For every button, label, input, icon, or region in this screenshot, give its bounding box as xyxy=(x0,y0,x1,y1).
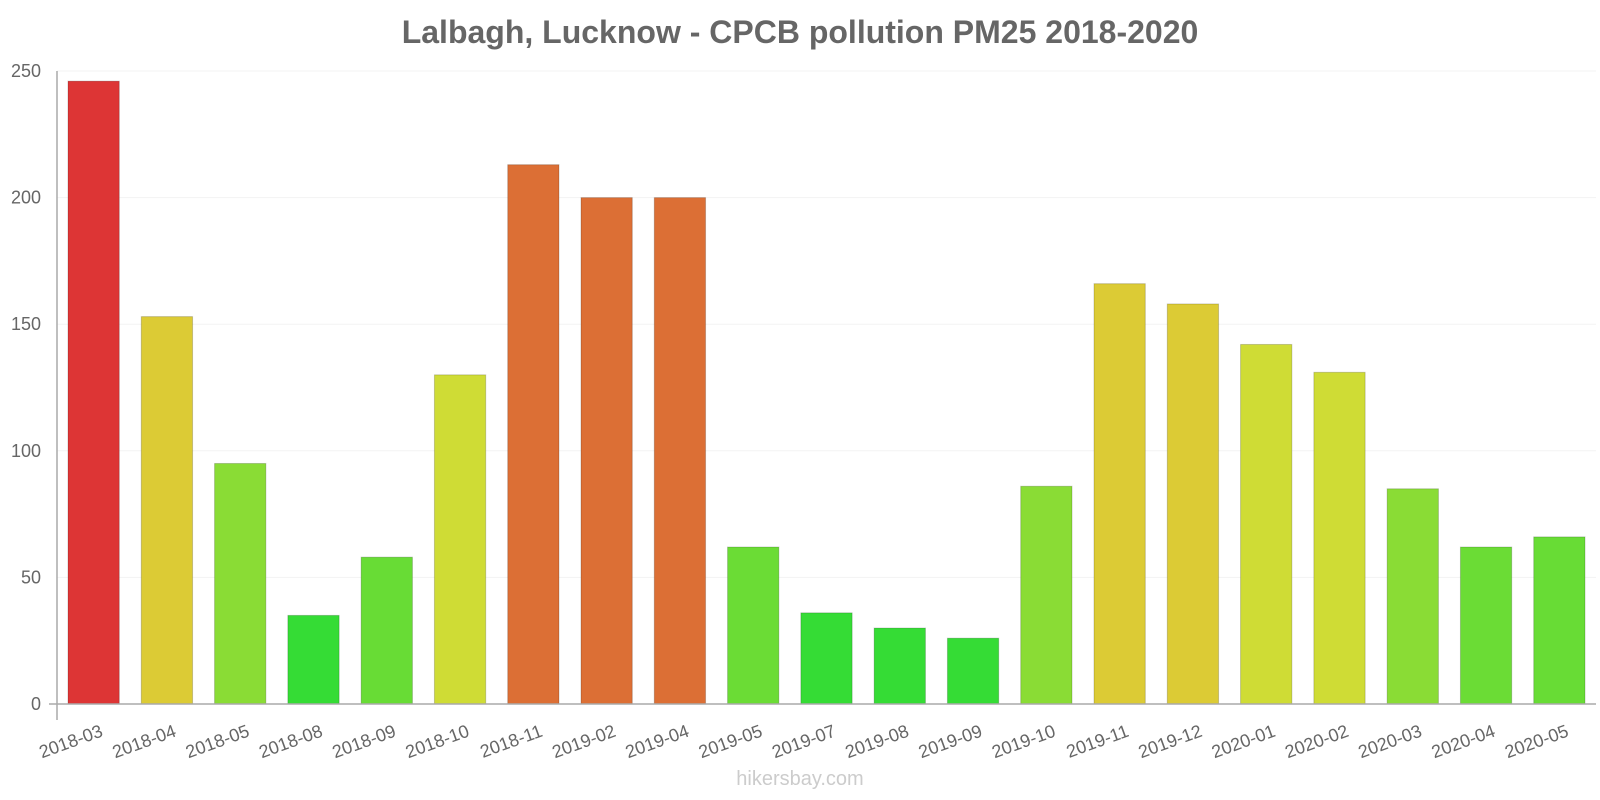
x-tick-label: 2018-11 xyxy=(477,721,545,762)
bar-2018-03[interactable] xyxy=(67,80,120,705)
x-tick-label: 2019-02 xyxy=(549,721,618,762)
bar-2018-08[interactable] xyxy=(287,614,340,705)
x-tick-label: 2019-05 xyxy=(696,721,765,762)
watermark: hikersbay.com xyxy=(736,768,864,790)
x-tick-label: 2018-10 xyxy=(403,721,472,762)
x-tick-label: 2020-04 xyxy=(1429,721,1498,762)
x-tick-label: 2019-08 xyxy=(843,721,912,762)
x-tick-label: 2018-03 xyxy=(36,721,105,762)
bar-2020-01[interactable] xyxy=(1240,343,1293,705)
bar-2019-05[interactable] xyxy=(727,546,780,705)
bar-2020-02[interactable] xyxy=(1313,371,1366,705)
bar-2019-08[interactable] xyxy=(873,627,926,705)
bar-2018-09[interactable] xyxy=(360,556,413,705)
bar-2019-02[interactable] xyxy=(580,197,633,705)
x-tick-label: 2020-01 xyxy=(1209,721,1278,762)
x-tick-label: 2020-02 xyxy=(1282,721,1351,762)
y-tick-label: 100 xyxy=(11,441,41,461)
x-tick-label: 2019-07 xyxy=(769,721,838,762)
bar-2019-07[interactable] xyxy=(800,612,853,705)
x-tick-label: 2020-03 xyxy=(1356,721,1425,762)
y-axis-ticks: 0 50 100 150 200 250 xyxy=(11,61,41,714)
y-tick-label: 50 xyxy=(21,567,41,587)
x-tick-label: 2019-12 xyxy=(1136,721,1205,762)
bar-2019-04[interactable] xyxy=(653,197,707,705)
x-tick-label: 2018-09 xyxy=(330,721,399,762)
axes xyxy=(49,71,1596,720)
bar-2020-04[interactable] xyxy=(1459,546,1513,705)
y-tick-label: 150 xyxy=(11,314,41,334)
x-tick-label: 2019-10 xyxy=(989,721,1058,762)
bar-2019-11[interactable] xyxy=(1093,283,1146,705)
chart-title: Lalbagh, Lucknow - CPCB pollution PM25 2… xyxy=(401,14,1199,50)
y-tick-label: 200 xyxy=(11,188,41,208)
x-tick-label: 2019-11 xyxy=(1064,721,1132,762)
bar-2020-05[interactable] xyxy=(1533,536,1586,705)
bar-2019-12[interactable] xyxy=(1166,303,1220,705)
bar-2018-11[interactable] xyxy=(507,164,560,705)
y-tick-label: 0 xyxy=(31,694,41,714)
bar-2018-05[interactable] xyxy=(214,462,267,705)
x-axis-ticks: 2018-03 2018-04 2018-05 2018-08 2018-09 2018-… xyxy=(36,721,1571,762)
x-tick-label: 2018-08 xyxy=(256,721,325,762)
x-tick-label: 2019-09 xyxy=(916,721,985,762)
x-tick-label: 2018-05 xyxy=(183,721,252,762)
bar-2018-04[interactable] xyxy=(140,316,194,705)
x-tick-label: 2019-04 xyxy=(623,721,692,762)
bars xyxy=(67,80,1586,705)
bar-2019-09[interactable] xyxy=(946,637,1000,705)
bar-2019-10[interactable] xyxy=(1020,485,1073,705)
x-tick-label: 2018-04 xyxy=(110,721,179,762)
bar-2020-03[interactable] xyxy=(1386,488,1439,705)
y-tick-label: 250 xyxy=(11,61,41,81)
bar-2018-10[interactable] xyxy=(433,374,487,705)
x-tick-label: 2020-05 xyxy=(1502,721,1571,762)
